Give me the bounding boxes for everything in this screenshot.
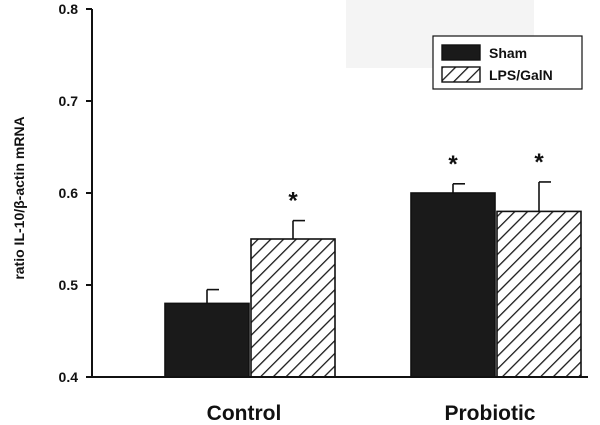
- y-axis: 0.4 0.5 0.6 0.7 0.8: [59, 1, 93, 385]
- legend-label: Sham: [489, 45, 527, 61]
- legend-label: LPS/GalN: [489, 67, 553, 83]
- x-axis: Control Probiotic: [92, 376, 588, 425]
- bar-lps-galn-control: [250, 238, 336, 378]
- legend-swatch-lps-galn: [441, 66, 481, 83]
- bar-lps-galn-probiotic: [496, 210, 582, 378]
- y-tick-label: 0.4: [59, 369, 79, 385]
- y-tick-label: 0.6: [59, 185, 79, 201]
- bar-sham-control: [164, 302, 250, 378]
- significance-marker: *: [534, 149, 544, 176]
- y-tick-label: 0.7: [59, 93, 79, 109]
- bar-sham-probiotic: [410, 192, 496, 378]
- category-label-control: Control: [207, 402, 282, 425]
- bars-group: * * *: [164, 149, 582, 378]
- significance-marker: *: [288, 188, 298, 215]
- y-tick-label: 0.8: [59, 1, 79, 17]
- y-axis-title: ratio IL-10/β-actin mRNA: [11, 116, 27, 279]
- category-label-probiotic: Probiotic: [444, 402, 535, 425]
- legend-swatch-sham: [441, 44, 481, 61]
- legend: Sham LPS/GalN: [432, 35, 583, 90]
- y-tick-label: 0.5: [59, 277, 79, 293]
- significance-marker: *: [448, 151, 458, 178]
